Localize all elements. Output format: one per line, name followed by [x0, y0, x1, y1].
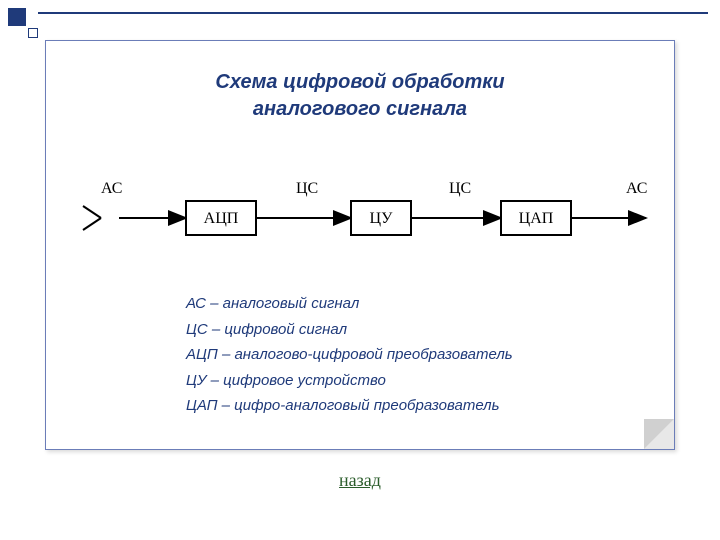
svg-text:АС: АС [626, 181, 647, 197]
main-card: Схема цифровой обработки аналогового сиг… [45, 40, 675, 450]
legend: АС – аналоговый сигналЦС – цифровой сигн… [186, 291, 513, 419]
legend-item: АЦП – аналогово-цифровой преобразователь [186, 342, 513, 368]
svg-text:АЦП: АЦП [204, 210, 239, 227]
flow-diagram: АЦП ЦУ ЦАП АС ЦС ЦС АС [71, 181, 651, 251]
svg-text:ЦАП: ЦАП [519, 210, 554, 227]
legend-item: ЦАП – цифро-аналоговый преобразователь [186, 393, 513, 419]
svg-text:ЦС: ЦС [296, 181, 318, 197]
title-line-2: аналогового сигнала [253, 98, 467, 120]
back-link[interactable]: назад [0, 470, 720, 491]
svg-text:АС: АС [101, 181, 122, 197]
legend-item: ЦС – цифровой сигнал [186, 317, 513, 343]
top-divider [38, 12, 708, 14]
page-title: Схема цифровой обработки аналогового сиг… [46, 69, 674, 123]
page-curl-icon [644, 419, 674, 449]
svg-text:ЦС: ЦС [449, 181, 471, 197]
legend-item: ЦУ – цифровое устройство [186, 368, 513, 394]
svg-text:ЦУ: ЦУ [370, 210, 394, 227]
legend-item: АС – аналоговый сигнал [186, 291, 513, 317]
title-line-1: Схема цифровой обработки [215, 71, 504, 93]
